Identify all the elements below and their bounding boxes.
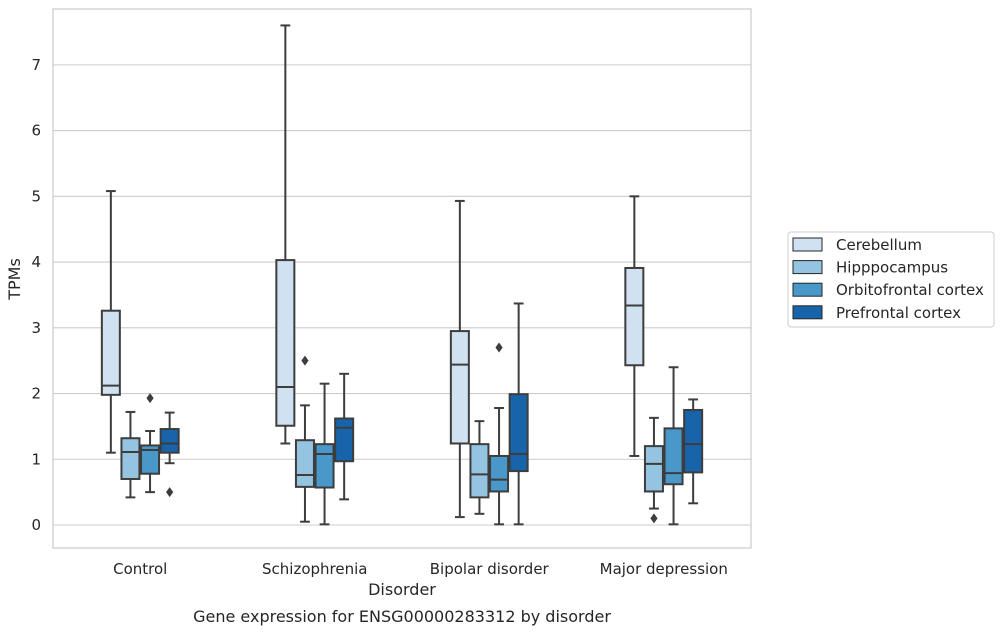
- y-tick-label: 2: [31, 385, 41, 403]
- x-axis-title: Disorder: [368, 580, 436, 599]
- outlier-point: [495, 342, 503, 353]
- box-orbitofrontal-cortex: [140, 393, 161, 494]
- outlier-point: [650, 513, 658, 524]
- box-hipppocampus: [469, 420, 490, 515]
- y-tick-label: 3: [31, 319, 41, 337]
- box-hipppocampus: [120, 410, 141, 499]
- box-prefrontal-cortex: [159, 411, 180, 498]
- iqr-box: [120, 437, 141, 480]
- legend-label: Prefrontal cortex: [836, 304, 961, 322]
- y-tick-label: 6: [31, 122, 41, 140]
- legend-label: Orbitofrontal cortex: [836, 281, 984, 299]
- legend-label: Hipppocampus: [836, 259, 948, 277]
- y-tick-label: 0: [31, 516, 41, 534]
- box-hipppocampus: [643, 416, 664, 524]
- outlier-point: [166, 487, 174, 498]
- legend-swatch: [792, 305, 823, 320]
- box-groups: [100, 24, 704, 526]
- box-cerebellum: [275, 24, 296, 445]
- iqr-box: [294, 439, 315, 488]
- box-prefrontal-cortex: [683, 398, 704, 505]
- outlier-point: [146, 393, 154, 404]
- box-cerebellum: [100, 190, 121, 454]
- box-cerebellum: [624, 195, 645, 457]
- y-tick-label: 7: [31, 56, 41, 74]
- iqr-box: [643, 445, 664, 493]
- iqr-box: [663, 427, 684, 486]
- box-group-3: [624, 195, 704, 526]
- box-orbitofrontal-cortex: [489, 342, 510, 526]
- box-group-0: [100, 190, 180, 499]
- box-group-2: [449, 199, 529, 526]
- outlier-point: [301, 355, 309, 366]
- y-tick-label: 4: [31, 253, 41, 271]
- box-prefrontal-cortex: [508, 302, 529, 526]
- plot-area-frame: [52, 8, 752, 549]
- box-orbitofrontal-cortex: [663, 366, 684, 526]
- figure-caption: Gene expression for ENSG00000283312 by d…: [193, 607, 611, 626]
- iqr-box: [314, 443, 335, 489]
- iqr-box: [275, 259, 296, 427]
- iqr-box: [469, 443, 490, 499]
- box-cerebellum: [449, 199, 470, 519]
- legend-swatch: [792, 260, 823, 275]
- y-axis-title: TPMs: [5, 258, 24, 301]
- box-prefrontal-cortex: [334, 372, 355, 501]
- box-group-1: [275, 24, 355, 526]
- x-tick-label: Bipolar disorder: [430, 560, 550, 578]
- legend-frame: [787, 231, 995, 328]
- x-tick-label: Schizophrenia: [262, 560, 367, 578]
- box-orbitofrontal-cortex: [314, 382, 335, 526]
- iqr-box: [100, 309, 121, 396]
- iqr-box: [489, 454, 510, 493]
- y-tick-label: 1: [31, 450, 41, 468]
- box-hipppocampus: [294, 355, 315, 523]
- x-axis-ticks: Control Schizophrenia Bipolar disorder Majo…: [113, 560, 728, 578]
- legend-swatch: [792, 282, 823, 297]
- iqr-box: [683, 408, 704, 474]
- x-tick-label: Control: [113, 560, 167, 578]
- x-tick-label: Major depression: [600, 560, 728, 578]
- iqr-box: [334, 417, 355, 463]
- y-axis-ticks: 0 1 2 3 4 5 6 7: [31, 56, 41, 534]
- legend: Cerebellum Hipppocampus Orbitofrontal cort…: [787, 231, 995, 328]
- iqr-box: [449, 330, 470, 445]
- iqr-box: [624, 266, 645, 367]
- y-tick-label: 5: [31, 187, 41, 205]
- legend-label: Cerebellum: [836, 236, 922, 254]
- iqr-box: [140, 444, 161, 475]
- legend-swatch: [792, 237, 823, 252]
- iqr-box: [159, 428, 180, 454]
- iqr-box: [508, 393, 529, 473]
